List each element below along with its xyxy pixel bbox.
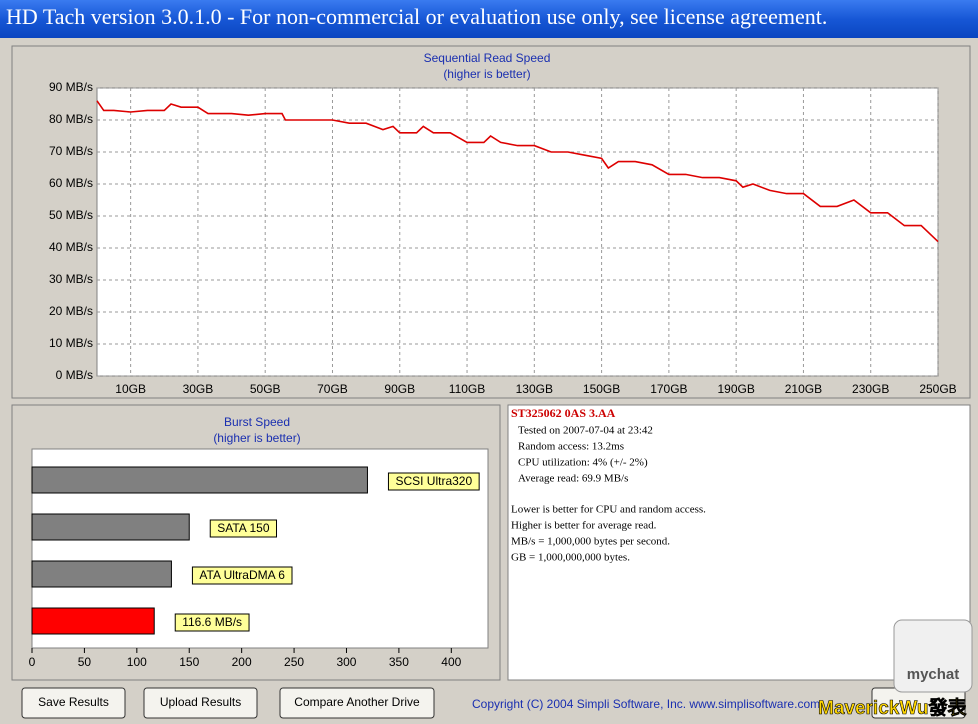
y-tick-label: 90 MB/s <box>49 80 93 94</box>
x-tick-label: 350 <box>389 655 409 669</box>
x-tick-label: 50 <box>78 655 92 669</box>
chart-subtitle: (higher is better) <box>443 67 530 81</box>
read-line <box>96 100 939 243</box>
button-label[interactable]: Save Results <box>38 695 109 709</box>
y-tick-label: 30 MB/s <box>49 272 93 286</box>
y-tick-label: 80 MB/s <box>49 112 93 126</box>
x-tick-label: 130GB <box>516 382 553 396</box>
x-tick-label: 300 <box>336 655 356 669</box>
info-detail: CPU utilization: 4% (+/- 2%) <box>518 457 648 469</box>
bar-label: SATA 150 <box>217 521 270 535</box>
info-note: GB = 1,000,000,000 bytes. <box>511 552 630 564</box>
plot-area <box>96 87 939 377</box>
info-note: MB/s = 1,000,000 bytes per second. <box>511 536 670 548</box>
chart-title: Burst Speed <box>224 415 290 429</box>
button[interactable] <box>143 687 258 719</box>
y-tick-label: 20 MB/s <box>49 304 93 318</box>
x-tick-label: 230GB <box>852 382 889 396</box>
x-tick-label: 50GB <box>250 382 281 396</box>
bar <box>31 466 368 494</box>
info-panel <box>507 404 971 681</box>
chart-title: Sequential Read Speed <box>424 51 551 65</box>
y-tick-label: 70 MB/s <box>49 144 93 158</box>
button[interactable] <box>279 687 435 719</box>
x-tick-label: 110GB <box>449 382 485 396</box>
title-bar <box>0 0 978 38</box>
copyright: Copyright (C) 2004 Simpli Software, Inc.… <box>472 697 820 711</box>
x-tick-label: 250GB <box>919 382 956 396</box>
x-tick-label: 70GB <box>317 382 348 396</box>
x-tick-label: 190GB <box>717 382 754 396</box>
button[interactable] <box>21 687 126 719</box>
x-tick-label: 170GB <box>650 382 687 396</box>
y-tick-label: 0 MB/s <box>56 368 93 382</box>
logo-text: mychat <box>907 666 960 683</box>
x-tick-label: 150 <box>179 655 199 669</box>
info-note: Lower is better for CPU and random acces… <box>511 504 706 516</box>
bar-label-box <box>191 566 293 585</box>
x-tick-label: 210GB <box>785 382 822 396</box>
bar-label: 116.6 MB/s <box>182 615 242 629</box>
x-tick-label: 0 <box>29 655 36 669</box>
bar <box>31 607 155 635</box>
bar-label-box <box>209 519 278 538</box>
y-tick-label: 50 MB/s <box>49 208 93 222</box>
watermark: MaverickWu發表 <box>818 696 968 719</box>
x-tick-label: 90GB <box>384 382 415 396</box>
x-tick-label: 30GB <box>183 382 214 396</box>
logo-box <box>893 619 973 693</box>
x-tick-label: 200 <box>232 655 252 669</box>
info-detail: Average read: 69.9 MB/s <box>518 473 628 485</box>
button-label[interactable]: Upload Results <box>160 695 241 709</box>
x-tick-label: 400 <box>441 655 461 669</box>
chart-subtitle: (higher is better) <box>213 431 300 445</box>
window-title: HD Tach version 3.0.1.0 - For non-commer… <box>6 4 827 29</box>
drive-name: ST325062 0AS 3.AA <box>511 406 616 420</box>
x-tick-label: 150GB <box>583 382 620 396</box>
bar <box>31 560 172 588</box>
button-label[interactable]: Compare Another Drive <box>294 695 420 709</box>
y-tick-label: 60 MB/s <box>49 176 93 190</box>
x-tick-label: 100 <box>127 655 147 669</box>
info-detail: Tested on 2007-07-04 at 23:42 <box>518 425 653 437</box>
info-detail: Random access: 13.2ms <box>518 441 624 453</box>
x-tick-label: 10GB <box>115 382 146 396</box>
x-tick-label: 250 <box>284 655 304 669</box>
bar-label: ATA UltraDMA 6 <box>199 568 285 582</box>
bar <box>31 513 190 541</box>
bar-label: SCSI Ultra320 <box>395 474 472 488</box>
y-tick-label: 10 MB/s <box>49 336 93 350</box>
info-note: Higher is better for average read. <box>511 520 657 532</box>
y-tick-label: 40 MB/s <box>49 240 93 254</box>
bar-label-box <box>174 613 250 632</box>
bar-label-box <box>387 472 480 491</box>
